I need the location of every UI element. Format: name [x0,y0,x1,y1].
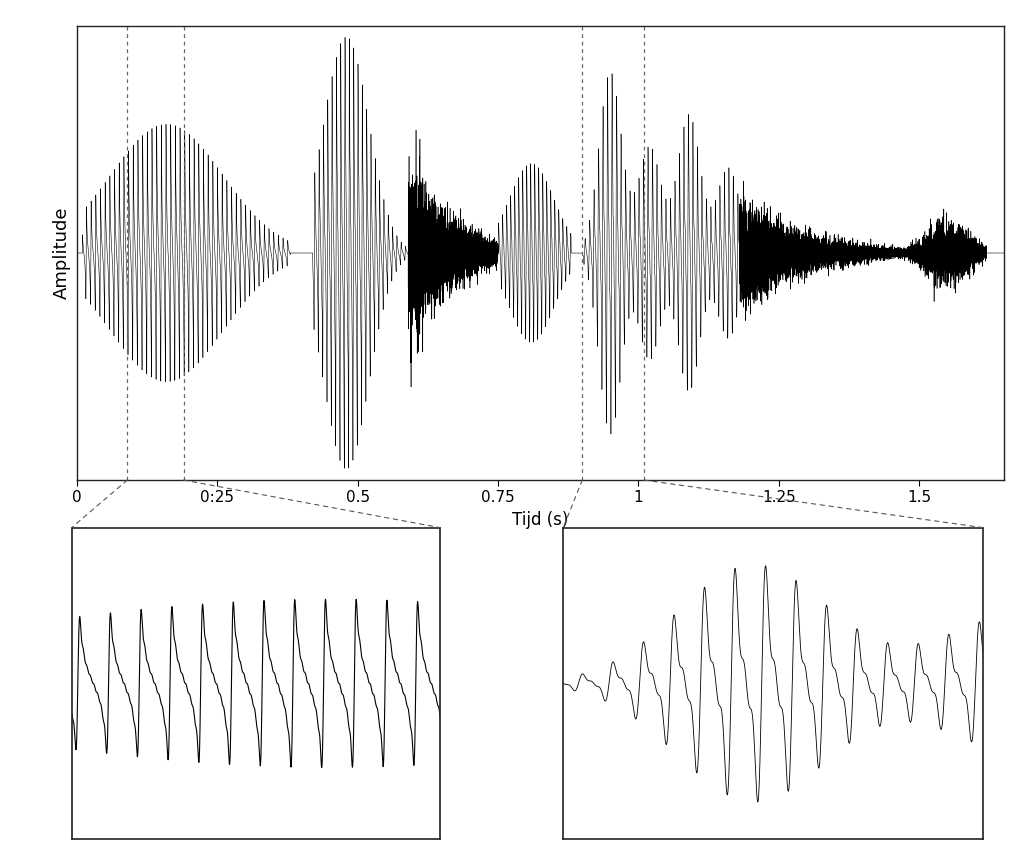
Y-axis label: Amplitude: Amplitude [53,207,72,299]
X-axis label: Tijd (s): Tijd (s) [512,511,568,529]
